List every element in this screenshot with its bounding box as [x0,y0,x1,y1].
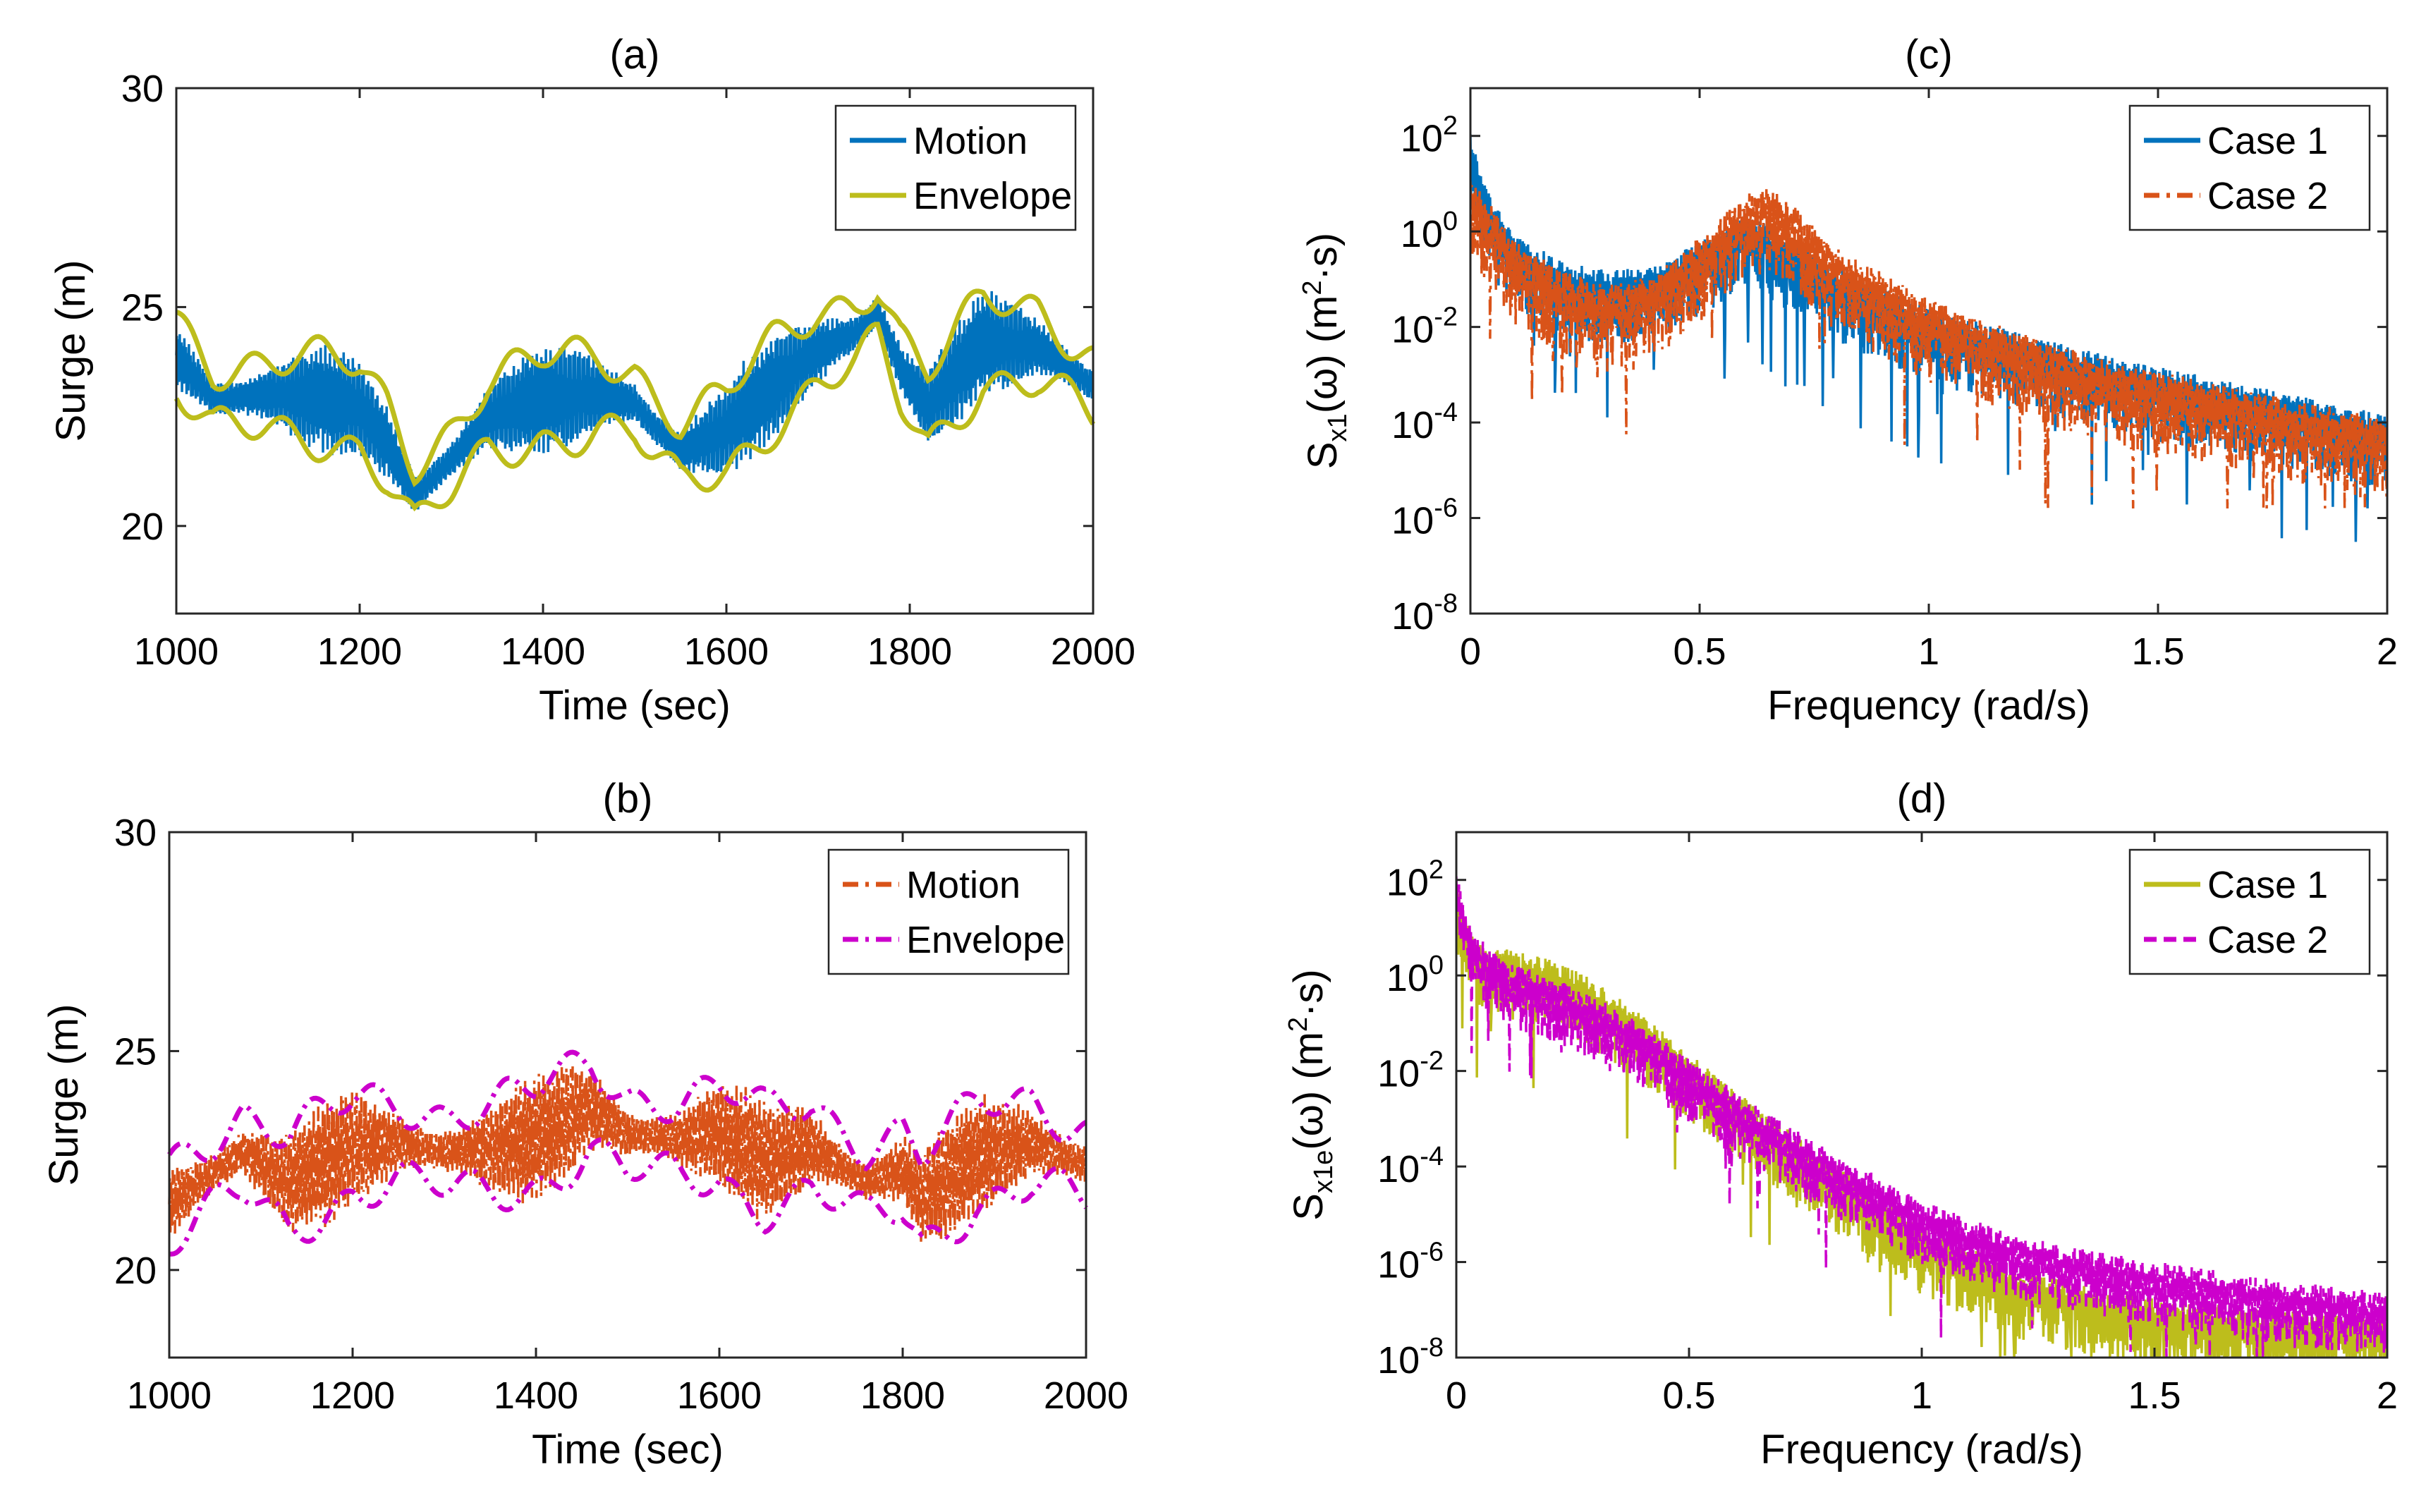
x-tick-label: 2 [2377,630,2398,673]
x-axis-label: Frequency (rad/s) [1767,683,2090,728]
y-tick-label: 10-4 [1377,1142,1444,1190]
y-tick-exponent: 2 [1443,111,1458,141]
series-motion-line [168,1066,1087,1242]
y-axis-label-subscript: x1 [1323,413,1353,441]
legend-box [834,104,1077,231]
legend-box [827,848,1070,975]
x-tick-label: 1600 [677,1374,762,1417]
chart-title: (c) [1905,32,1953,78]
x-tick-label: 1800 [867,630,952,673]
panel-b: 1000 1200 1400 1600 1800 2000 20 25 30 (b) Time (s… [41,776,1128,1473]
y-tick-exponent: -8 [1434,589,1458,618]
series-envelope-lower [173,322,1096,512]
x-tick-label: 0.5 [1673,630,1726,673]
legend-box [2128,848,2371,975]
legend: Motion Envelope [834,104,1077,231]
y-tick-exponent: -8 [1420,1333,1444,1362]
x-tick-label: 1 [1918,630,1939,673]
y-tick-label: 20 [121,506,164,548]
y-tick-exponent: -2 [1434,303,1458,332]
x-tick-label: 1 [1911,1374,1932,1417]
x-tick-label: 1200 [317,630,402,673]
y-tick-label: 10-4 [1391,398,1458,446]
series-envelope-upper [167,1049,1087,1172]
legend-label-1: Case 1 [2207,864,2328,906]
legend-label-1: Motion [906,864,1020,906]
legend-label-1: Motion [913,120,1028,162]
y-tick-exponent: -4 [1420,1142,1444,1171]
y-axis-label-main: S [1286,1193,1331,1221]
axes-frame [175,87,1095,615]
x-tick-label: 1600 [684,630,769,673]
series-envelope-lower [169,1137,1088,1257]
y-axis-label-superscript: 2 [1284,1017,1313,1032]
legend-label-2: Case 2 [2207,175,2328,217]
chart-title: (d) [1897,776,1947,822]
x-tick-label: 2000 [1051,630,1135,673]
y-axis-label-superscript: 2 [1298,281,1327,295]
x-tick-label: 1200 [310,1374,395,1417]
x-axis-label: Time (sec) [539,683,731,728]
y-axis-label: Sx1e(ω) (m2·s) [1284,969,1339,1220]
x-tick-label: 1400 [501,630,585,673]
series-line-2 [1456,876,2387,1358]
x-tick-label: 2 [2377,1374,2398,1417]
x-axis-label: Frequency (rad/s) [1760,1427,2083,1473]
series-line-2 [1470,181,2387,509]
y-axis-label-end: ·s) [1300,233,1346,281]
panel-d: 0 0.5 1 1.5 210-810-610-410-2100102(d)Freque… [1284,776,2398,1473]
x-tick-label: 1.5 [2131,630,2184,673]
y-axis-label: Surge (m) [41,1004,87,1186]
axes-frame [168,831,1087,1359]
y-tick-exponent: 0 [1443,207,1458,236]
y-tick-label: 25 [114,1030,157,1073]
y-tick-exponent: -6 [1434,494,1458,523]
x-tick-label: 0 [1460,630,1481,673]
panel-a: 1000 1200 1400 1600 1800 2000 20 25 30 (a) Time (s… [48,32,1135,728]
x-tick-label: 0.5 [1662,1374,1715,1417]
y-tick-exponent: 2 [1429,855,1444,885]
panel-c: 0 0.5 1 1.5 210-810-610-410-2100102(c)Freque… [1298,32,2398,728]
y-axis-label-rest: (ω) (m [1300,295,1346,414]
series-envelope-upper [175,288,1094,487]
y-tick-exponent: 0 [1429,951,1444,980]
y-tick-exponent: -4 [1434,398,1458,427]
y-tick-exponent: -6 [1420,1238,1444,1267]
y-axis-label-subscript: x1e [1309,1150,1339,1193]
x-tick-label: 1.5 [2128,1374,2181,1417]
y-axis-label-rest: (ω) (m [1286,1032,1331,1150]
legend: Case 1 Case 2 [2128,848,2371,975]
legend-label-2: Envelope [906,919,1065,961]
x-tick-label: 2000 [1044,1374,1128,1417]
y-tick-label: 30 [114,812,157,854]
y-axis-label-main: S [1300,441,1346,469]
y-tick-label: 100 [1401,207,1458,255]
legend-box [2128,104,2371,231]
y-tick-exponent: -2 [1420,1047,1444,1076]
chart-title: (a) [610,32,660,78]
y-tick-label: 25 [121,286,164,329]
y-axis-label: Surge (m) [48,260,94,442]
x-axis-label: Time (sec) [532,1427,724,1473]
x-tick-label: 1000 [134,630,219,673]
y-axis-label: Sx1(ω) (m2·s) [1298,233,1353,469]
legend: Motion Envelope [827,848,1070,975]
legend-label-2: Case 2 [2207,919,2328,961]
y-tick-label: 10-2 [1377,1047,1444,1095]
x-tick-label: 0 [1446,1374,1467,1417]
x-tick-label: 1800 [860,1374,945,1417]
legend-label-1: Case 1 [2207,120,2328,162]
y-tick-label: 20 [114,1250,157,1292]
legend-label-2: Envelope [913,175,1072,217]
legend: Case 1 Case 2 [2128,104,2371,231]
y-tick-label: 30 [121,68,164,110]
x-tick-label: 1400 [494,1374,578,1417]
x-tick-label: 1000 [127,1374,212,1417]
y-axis-label-end: ·s) [1286,969,1331,1017]
series-motion-line [175,291,1095,510]
chart-title: (b) [603,776,653,822]
